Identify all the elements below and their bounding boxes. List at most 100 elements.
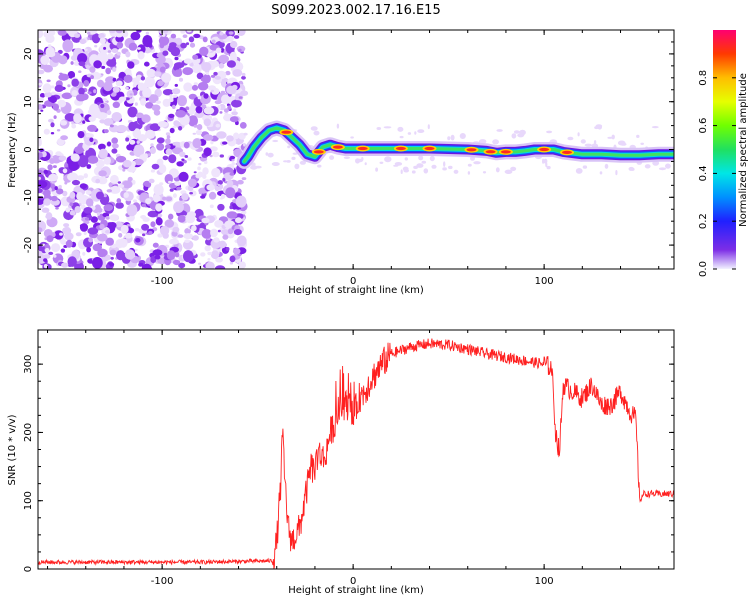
noise-speckle <box>194 111 205 118</box>
noise-speckle <box>155 100 162 104</box>
noise-speckle <box>607 136 613 139</box>
noise-speckle <box>116 124 127 133</box>
noise-speckle <box>233 132 240 140</box>
noise-speckle <box>75 232 82 237</box>
noise-speckle <box>272 139 279 143</box>
noise-speckle <box>294 163 300 170</box>
noise-speckle <box>413 165 418 169</box>
noise-speckle <box>154 71 162 77</box>
noise-speckle <box>129 93 133 96</box>
noise-speckle <box>267 152 274 158</box>
noise-speckle <box>172 193 177 198</box>
noise-speckle <box>79 223 89 232</box>
noise-speckle <box>416 163 424 168</box>
noise-speckle <box>156 137 165 144</box>
noise-speckle <box>106 110 112 116</box>
noise-speckle <box>103 156 111 165</box>
noise-speckle <box>50 85 55 89</box>
noise-speckle <box>110 256 114 260</box>
noise-speckle <box>80 204 86 210</box>
noise-speckle <box>83 80 90 87</box>
noise-speckle <box>223 108 229 113</box>
noise-speckle <box>665 163 671 169</box>
noise-speckle <box>60 120 68 126</box>
noise-speckle <box>114 221 123 228</box>
noise-speckle <box>159 42 165 49</box>
noise-speckle <box>106 189 113 193</box>
noise-speckle <box>233 108 237 112</box>
noise-speckle <box>161 246 168 253</box>
noise-speckle <box>492 139 499 145</box>
noise-speckle <box>116 250 125 261</box>
noise-speckle <box>140 98 147 106</box>
noise-speckle <box>182 34 188 38</box>
noise-speckle <box>106 207 112 211</box>
noise-speckle <box>69 202 74 207</box>
noise-speckle <box>207 251 213 256</box>
noise-speckle <box>108 222 117 229</box>
noise-speckle <box>135 74 143 81</box>
snr-series-line <box>38 338 674 569</box>
noise-speckle <box>177 95 187 107</box>
noise-speckle <box>136 47 141 50</box>
noise-speckle <box>495 167 500 173</box>
snr-ylabel: SNR (10 * v/v) <box>7 414 18 485</box>
noise-speckle <box>127 61 135 69</box>
noise-speckle <box>98 143 106 150</box>
noise-speckle <box>210 74 216 78</box>
noise-speckle <box>151 163 160 170</box>
noise-speckle <box>188 36 195 43</box>
noise-speckle <box>91 33 101 44</box>
noise-speckle <box>203 134 214 141</box>
noise-speckle <box>50 195 58 202</box>
noise-speckle <box>417 129 425 134</box>
noise-speckle <box>197 171 204 178</box>
noise-speckle <box>83 207 93 214</box>
ridge-peak-red <box>539 147 550 152</box>
noise-speckle <box>317 164 322 168</box>
noise-speckle <box>79 224 84 228</box>
noise-speckle <box>431 164 437 169</box>
noise-speckle <box>214 76 221 80</box>
noise-speckle <box>329 155 335 160</box>
noise-speckle <box>133 158 144 166</box>
noise-speckle <box>181 193 189 201</box>
noise-speckle <box>172 226 180 233</box>
noise-speckle <box>39 93 46 98</box>
noise-speckle <box>217 229 221 233</box>
noise-speckle <box>172 104 176 109</box>
noise-speckle <box>73 60 81 66</box>
noise-speckle <box>49 158 55 164</box>
noise-speckle <box>87 227 99 235</box>
noise-speckle <box>232 69 243 77</box>
noise-speckle <box>175 110 187 118</box>
noise-speckle <box>163 252 168 256</box>
noise-speckle <box>39 196 44 200</box>
noise-speckles <box>38 30 671 269</box>
noise-speckle <box>47 164 53 171</box>
noise-speckle <box>336 123 340 129</box>
noise-speckle <box>70 153 80 162</box>
noise-speckle <box>96 79 105 88</box>
noise-speckle <box>178 77 184 82</box>
noise-speckle <box>187 178 197 188</box>
noise-speckle <box>95 178 101 184</box>
noise-speckle <box>208 191 217 200</box>
noise-speckle <box>142 233 146 237</box>
spectrogram-ytick-label: 20 <box>23 48 34 61</box>
noise-speckle <box>112 67 117 72</box>
noise-speckle <box>238 261 246 269</box>
noise-speckle <box>70 61 74 65</box>
figure-title: S099.2023.002.17.16.E15 <box>271 3 440 18</box>
noise-speckle <box>241 72 246 77</box>
spectrogram-ylabel: Frequency (Hz) <box>7 112 18 188</box>
noise-speckle <box>116 198 122 204</box>
noise-speckle <box>38 82 43 86</box>
noise-speckle <box>62 39 74 53</box>
noise-speckle <box>183 82 193 92</box>
noise-speckle <box>149 147 156 154</box>
noise-speckle <box>178 262 186 269</box>
noise-speckle <box>105 237 114 246</box>
noise-speckle <box>82 120 86 124</box>
noise-speckle <box>116 51 121 56</box>
